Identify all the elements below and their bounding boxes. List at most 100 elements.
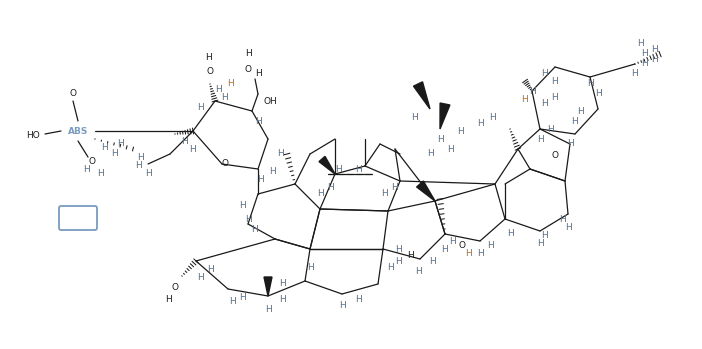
- Text: H: H: [279, 295, 286, 304]
- Text: O: O: [171, 282, 178, 291]
- Text: H: H: [456, 126, 463, 135]
- Text: H: H: [477, 250, 484, 259]
- Text: H: H: [632, 69, 638, 79]
- Text: H: H: [449, 237, 456, 245]
- Text: H: H: [395, 257, 402, 266]
- Text: H: H: [355, 164, 362, 173]
- Text: H: H: [277, 149, 284, 158]
- Text: H: H: [222, 92, 228, 102]
- Text: H: H: [411, 112, 418, 121]
- Text: H: H: [251, 224, 258, 233]
- Text: H: H: [239, 201, 246, 210]
- Text: H: H: [442, 245, 449, 253]
- Text: H: H: [97, 170, 103, 178]
- Text: H: H: [117, 140, 124, 149]
- Text: H: H: [382, 190, 388, 199]
- FancyBboxPatch shape: [59, 206, 97, 230]
- Text: H: H: [255, 69, 261, 79]
- Text: O: O: [206, 67, 213, 75]
- Text: O: O: [244, 65, 251, 74]
- Text: O: O: [88, 157, 95, 166]
- Text: H: H: [552, 76, 558, 86]
- Polygon shape: [264, 277, 272, 296]
- Text: H: H: [542, 231, 548, 240]
- Polygon shape: [440, 103, 450, 129]
- Text: H: H: [477, 119, 484, 128]
- Text: H: H: [255, 117, 261, 126]
- Text: H: H: [265, 304, 272, 313]
- Text: H: H: [564, 223, 571, 231]
- Text: H: H: [197, 103, 204, 111]
- Text: H: H: [642, 50, 649, 59]
- Text: H: H: [651, 45, 658, 53]
- Text: H: H: [489, 112, 496, 121]
- Text: H: H: [244, 215, 251, 223]
- Text: O: O: [552, 151, 559, 161]
- Text: H: H: [437, 134, 444, 143]
- Text: H: H: [335, 164, 341, 173]
- Text: O: O: [458, 242, 465, 251]
- Text: H: H: [338, 302, 345, 311]
- Text: H: H: [135, 162, 141, 171]
- Text: H: H: [317, 190, 324, 199]
- Text: H: H: [542, 69, 548, 79]
- Text: H: H: [244, 50, 251, 59]
- Text: H: H: [552, 92, 558, 102]
- Text: H: H: [522, 95, 529, 104]
- Text: H: H: [182, 136, 188, 146]
- Text: H: H: [642, 59, 649, 68]
- Text: H: H: [112, 149, 119, 158]
- Text: H: H: [415, 267, 421, 275]
- Text: H: H: [387, 262, 393, 272]
- Text: H: H: [536, 239, 543, 248]
- Text: H: H: [567, 140, 574, 149]
- Text: H: H: [257, 174, 263, 184]
- Text: H: H: [595, 89, 602, 97]
- Text: H: H: [229, 297, 235, 306]
- Text: H: H: [651, 54, 658, 64]
- Text: H: H: [326, 183, 333, 192]
- Text: H: H: [637, 39, 643, 49]
- Text: H: H: [486, 242, 494, 251]
- Text: H: H: [102, 142, 108, 151]
- Text: H: H: [395, 245, 402, 253]
- Text: O: O: [69, 89, 77, 98]
- Text: H: H: [83, 164, 89, 173]
- Text: H: H: [392, 183, 398, 192]
- Text: H: H: [559, 215, 565, 223]
- Text: H: H: [587, 80, 593, 89]
- Text: H: H: [542, 99, 548, 109]
- Text: H: H: [279, 280, 286, 289]
- Text: H: H: [145, 170, 152, 178]
- Polygon shape: [416, 181, 435, 201]
- Text: H: H: [427, 149, 433, 158]
- Text: O: O: [222, 159, 228, 169]
- Text: H: H: [571, 117, 578, 126]
- Text: H: H: [239, 292, 246, 302]
- Text: H: H: [307, 262, 313, 272]
- Text: H: H: [429, 257, 435, 266]
- Polygon shape: [413, 82, 430, 109]
- Text: H: H: [269, 166, 275, 176]
- Text: H: H: [355, 295, 362, 304]
- Text: H: H: [507, 230, 513, 238]
- Text: H: H: [204, 52, 211, 61]
- Text: ABS: ABS: [68, 126, 88, 135]
- Text: OH: OH: [263, 97, 277, 105]
- Text: H: H: [165, 295, 171, 304]
- Text: H: H: [137, 153, 143, 162]
- Text: H: H: [529, 87, 536, 96]
- Text: H: H: [547, 125, 553, 134]
- Text: HO: HO: [26, 132, 40, 141]
- Text: H: H: [465, 250, 471, 259]
- Text: H: H: [227, 80, 233, 89]
- Text: H: H: [197, 273, 204, 282]
- Text: H: H: [576, 106, 583, 116]
- Polygon shape: [319, 156, 335, 174]
- Text: H: H: [206, 265, 213, 274]
- Text: H: H: [190, 144, 197, 154]
- Text: H: H: [446, 144, 453, 154]
- Text: H: H: [406, 252, 413, 260]
- Text: H: H: [536, 134, 543, 143]
- Text: H: H: [215, 84, 221, 94]
